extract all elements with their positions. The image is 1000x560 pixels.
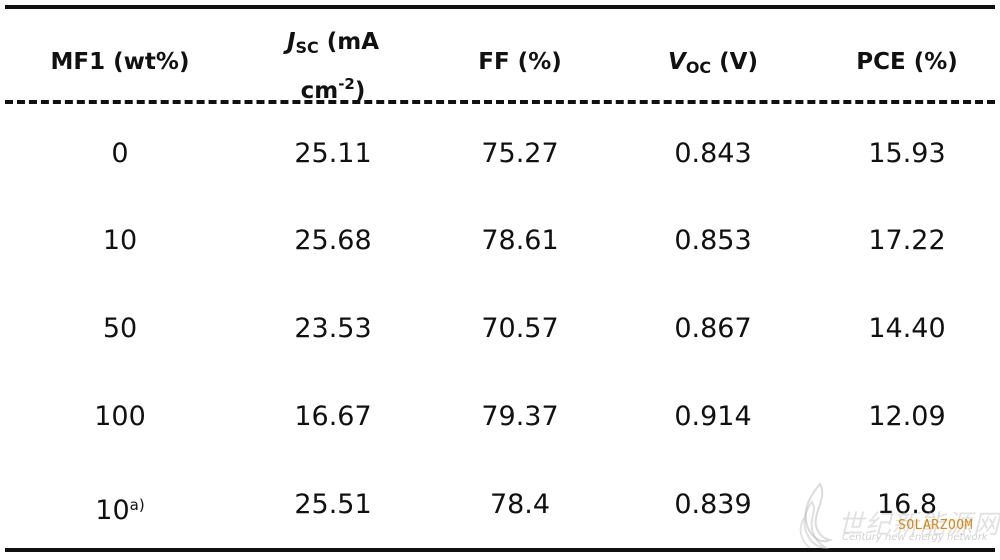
cell-mf1: 10	[20, 221, 220, 261]
header-ff-label: FF (%)	[478, 49, 562, 75]
watermark-en-text: Century new energy network	[842, 532, 988, 543]
header-jsc-line1: JSC (mA	[233, 24, 433, 66]
header-mf1: MF1 (wt%)	[20, 44, 220, 80]
cell-pce: 15.93	[868, 138, 946, 169]
cell-voc: 0.867	[674, 313, 752, 344]
cell-ff: 78.61	[481, 225, 559, 256]
header-pce: PCE (%)	[807, 44, 1000, 80]
cell-mf1-value: 10	[95, 495, 130, 526]
header-voc-subscript: OC	[685, 58, 712, 77]
header-mf1-label: MF1 (wt%)	[50, 49, 190, 75]
cell-jsc: 25.51	[294, 489, 372, 520]
header-jsc-unit-cm: cm	[300, 78, 339, 104]
cell-jsc: 16.67	[294, 401, 372, 432]
cell-pce: 12.09	[868, 401, 946, 432]
cell-mf1-value: 0	[111, 138, 129, 169]
cell-jsc: 25.68	[294, 225, 372, 256]
cell-mf1-value: 100	[94, 401, 146, 432]
header-jsc-subscript: SC	[295, 38, 319, 57]
cell-jsc: 23.53	[294, 313, 372, 344]
cell-mf1: 0	[20, 134, 220, 174]
cell-voc: 0.839	[674, 489, 752, 520]
table-bottom-rule	[5, 548, 995, 552]
header-voc-unit: (V)	[719, 49, 758, 75]
cell-mf1: 100	[20, 397, 220, 437]
cell-pce: 14.40	[868, 313, 946, 344]
header-jsc-line2: cm-2)	[233, 66, 433, 109]
cell-voc: 0.853	[674, 225, 752, 256]
cell-mf1-value: 10	[102, 225, 138, 256]
header-jsc: JSC (mA cm-2)	[233, 24, 433, 109]
header-pce-label: PCE (%)	[856, 49, 958, 75]
cell-voc: 0.843	[674, 138, 752, 169]
header-jsc-unit-open: (mA	[326, 29, 380, 55]
table-top-rule	[5, 5, 995, 9]
header-voc: VOC (V)	[613, 44, 813, 86]
header-voc-symbol: V	[668, 49, 686, 75]
header-jsc-unit-exp: -2	[338, 75, 355, 93]
table-header-dashed-rule	[5, 100, 995, 104]
cell-pce: 16.8	[876, 489, 938, 520]
cell-mf1: 50	[20, 309, 220, 349]
cell-mf1-footnote-mark: a)	[129, 496, 145, 514]
cell-ff: 75.27	[481, 138, 559, 169]
cell-ff: 78.4	[489, 489, 551, 520]
cell-voc: 0.914	[674, 401, 752, 432]
cell-pce: 17.22	[868, 225, 946, 256]
header-jsc-symbol: J	[286, 29, 296, 55]
cell-mf1: 10a)	[20, 485, 220, 531]
cell-jsc: 25.11	[294, 138, 372, 169]
cell-ff: 70.57	[481, 313, 559, 344]
header-jsc-unit-close: )	[354, 78, 366, 104]
cell-mf1-value: 50	[102, 313, 138, 344]
header-ff: FF (%)	[420, 44, 620, 80]
cell-ff: 79.37	[481, 401, 559, 432]
